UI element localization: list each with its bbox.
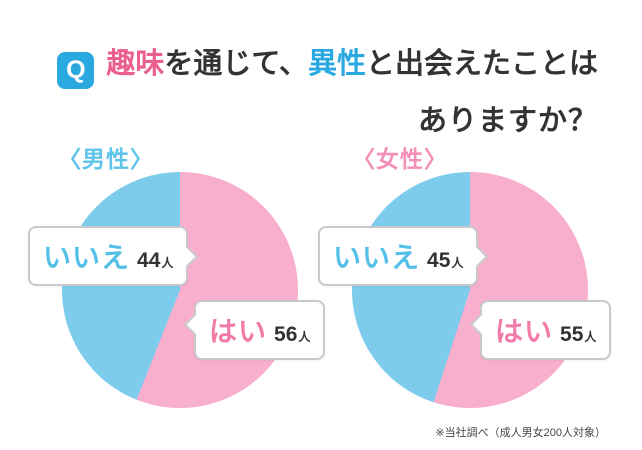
unit-label: 人 <box>298 330 311 344</box>
no-label: いいえ <box>333 242 421 273</box>
unit-label: 人 <box>161 256 174 270</box>
chart-group-female: 〈女性〉 いいえ 45 人 はい 55 人 <box>318 140 618 435</box>
no-value: 44 <box>137 249 161 272</box>
no-bubble-male: いいえ 44 人 <box>28 226 199 286</box>
question-title-line1: Q 趣味を通じて、異性と出会えたことは <box>57 40 598 89</box>
title-part-through: を通じて、 <box>164 48 308 80</box>
yes-label: はい <box>495 316 554 347</box>
title-part-met: と出会えたことは <box>365 48 598 80</box>
no-bubble-female: いいえ 45 人 <box>318 226 489 286</box>
yes-bubble-female: はい 55 人 <box>469 300 612 360</box>
pie-chart-female <box>352 172 588 408</box>
chart-group-male: 〈男性〉 いいえ 44 人 はい 56 人 <box>28 140 328 435</box>
question-header: Q 趣味を通じて、異性と出会えたことは ありますか？ <box>57 40 598 139</box>
question-title-line2: ありますか？ <box>417 105 598 137</box>
chart-title-male: 〈男性〉 <box>58 146 154 172</box>
yes-bubble-male: はい 56 人 <box>183 300 326 360</box>
pie-chart-male <box>62 172 298 408</box>
q-badge: Q <box>57 52 95 89</box>
no-label: いいえ <box>43 242 131 273</box>
yes-value: 55 <box>560 323 584 346</box>
unit-label: 人 <box>451 256 464 270</box>
yes-label: はい <box>209 316 268 347</box>
survey-footnote: ※当社調べ（成人男女200人対象） <box>435 427 606 439</box>
chart-title-female: 〈女性〉 <box>352 146 448 172</box>
title-part-opposite-sex: 異性 <box>307 48 366 80</box>
no-value: 45 <box>427 249 451 272</box>
yes-value: 56 <box>274 323 298 346</box>
title-part-hobby: 趣味 <box>106 48 165 80</box>
unit-label: 人 <box>584 330 597 344</box>
